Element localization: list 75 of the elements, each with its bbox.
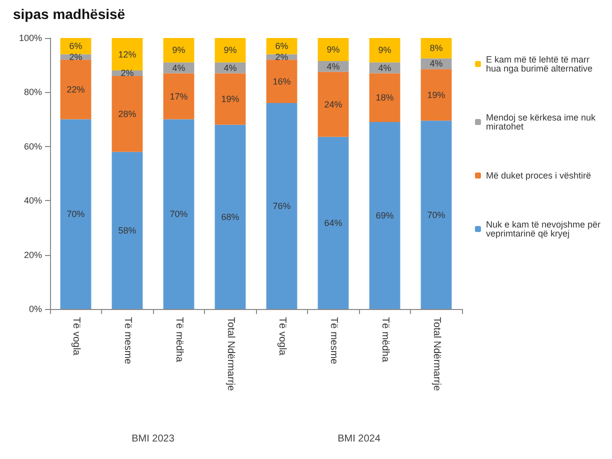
x-tick-label: Të mëdha [173,317,184,362]
bar [420,38,452,58]
bar [420,120,452,309]
data-label: 58% [118,225,136,236]
legend-label: Mendoj se kërkesa ime nuk miratohet [486,112,598,132]
data-label: 28% [118,108,136,119]
legend-label: Më duket proces i vështirë [486,170,591,180]
bar [214,124,246,309]
text: BMI 2023 [132,434,175,444]
bar [318,38,349,62]
bar [163,38,194,62]
data-label: 12% [118,49,136,60]
data-label: 8% [430,43,443,54]
y-tick-label: 40% [24,196,42,206]
data-label: 24% [324,99,342,110]
bar [214,73,246,125]
bar [112,76,143,152]
bar [369,122,400,309]
x-tick-label: Të vogla [70,317,82,356]
y-tick-label: 60% [24,141,42,152]
text: BMI 2024 [338,434,381,444]
x-tick-label: Të mëdha [379,317,390,362]
data-label: 17% [170,91,188,102]
data-label: 9% [172,45,186,56]
data-label: 6% [275,41,288,52]
data-label: 4% [172,62,186,73]
data-label: 2% [69,52,82,62]
chart-title: sipas madhësisë [13,6,126,22]
x-tick-label: Total Ndërmarrje [224,317,236,392]
bar [163,73,194,120]
x-tick-label: Të mesme [328,317,339,365]
bar [214,38,246,62]
y-tick-label: 20% [24,250,42,260]
bar [420,69,452,121]
bar [163,119,194,309]
legend-label: Nuk e kam të nevojshme për veprimtarinë që kryej [486,220,604,238]
x-tick-label: Të mesme [122,317,133,365]
x-tick-label: Total Ndërmarrje [430,317,442,392]
data-label: 70% [66,209,85,220]
y-tick-label: 100% [18,33,42,43]
x-tick-label: Të vogla [276,317,288,356]
data-label: 69% [376,210,394,221]
bar [112,38,143,71]
data-label: 6% [69,41,82,52]
bar [266,103,298,309]
data-label: 22% [66,84,85,94]
data-label: 2% [275,52,288,62]
bar [369,38,400,62]
data-label: 4% [224,62,237,73]
data-label: 9% [326,44,340,55]
data-label: 2% [120,68,134,78]
bar [112,152,143,309]
data-label: 9% [378,45,392,56]
bar [369,73,400,122]
data-label: 16% [272,76,291,86]
data-label: 19% [221,94,240,104]
data-label: 68% [221,212,240,222]
bar [318,72,349,137]
data-label: 70% [170,209,188,220]
data-label: 4% [430,58,443,69]
data-label: 70% [427,210,446,220]
data-label: 18% [376,92,394,103]
data-label: 9% [224,45,237,56]
bar [318,136,349,309]
y-tick-label: 80% [24,87,42,98]
bar [60,119,92,309]
legend-label: E kam më të lehtë të marr hua nga burimë alternative [486,54,593,74]
bar [60,60,92,120]
bar [266,60,298,104]
data-label: 19% [427,90,446,100]
data-label: 4% [378,62,392,73]
data-label: 64% [324,218,342,228]
data-label: 4% [326,61,340,72]
y-tick-label: 0% [28,304,42,314]
data-label: 76% [272,201,291,212]
